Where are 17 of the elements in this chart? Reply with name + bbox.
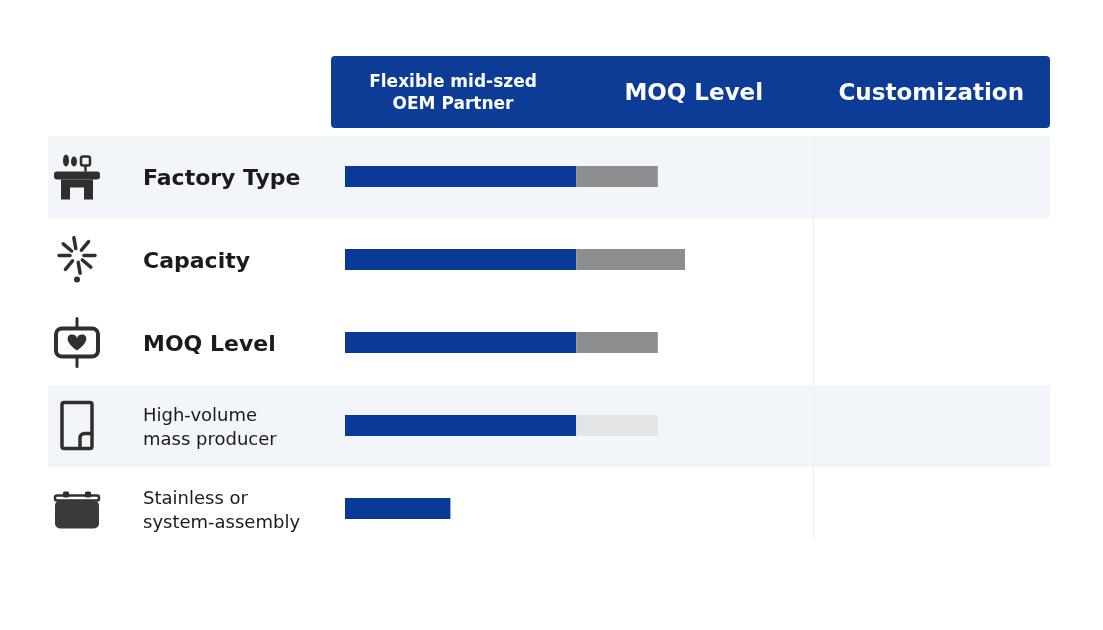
bar xyxy=(576,249,685,270)
bar xyxy=(345,415,577,436)
bar xyxy=(345,249,577,270)
y-tick-label: MOQ Level xyxy=(143,330,276,355)
y-tick-label: High-volume mass producer xyxy=(143,403,278,448)
bar xyxy=(345,332,577,353)
bar xyxy=(576,415,658,436)
text: Flexible mid-szed OEM Partner xyxy=(369,70,537,114)
y-tick-label: Capacity xyxy=(143,247,251,272)
text: MOQ Level xyxy=(624,78,764,106)
y-tick-label: Factory Type xyxy=(143,164,301,189)
bar xyxy=(576,332,658,353)
bar xyxy=(345,498,451,519)
text: Customization xyxy=(838,78,1025,106)
bar xyxy=(576,166,658,187)
y-tick-label: Stainless or system-assembly xyxy=(143,486,301,531)
bar xyxy=(345,166,577,187)
